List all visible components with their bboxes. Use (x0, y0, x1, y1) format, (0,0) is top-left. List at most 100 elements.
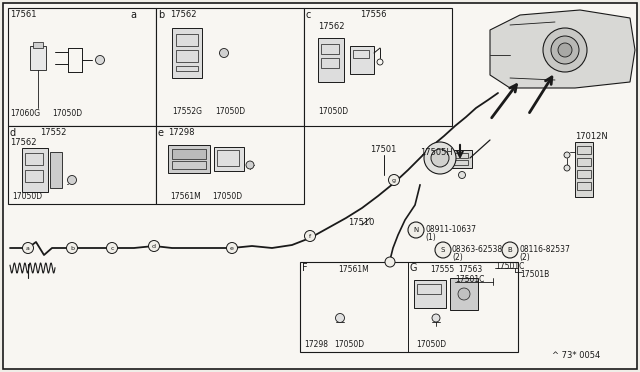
Text: d: d (152, 244, 156, 248)
Bar (304, 8, 452, 126)
Polygon shape (202, 25, 214, 81)
Bar (417, 284, 441, 294)
Text: c: c (306, 10, 312, 20)
Text: B: B (508, 247, 513, 253)
Text: 17501C: 17501C (455, 275, 484, 284)
Bar (30, 46, 46, 70)
Circle shape (558, 43, 572, 57)
Text: (1): (1) (425, 233, 436, 242)
Text: b: b (70, 246, 74, 250)
Circle shape (22, 243, 33, 253)
Text: 17555: 17555 (430, 265, 454, 274)
Text: 17561M: 17561M (170, 192, 201, 201)
Bar (172, 161, 206, 169)
Circle shape (564, 165, 570, 171)
Bar (454, 160, 468, 165)
Text: 17562: 17562 (318, 22, 344, 31)
Circle shape (388, 174, 399, 186)
Bar (214, 147, 244, 171)
Text: (2): (2) (452, 253, 463, 262)
Text: e: e (158, 128, 164, 138)
Polygon shape (490, 10, 635, 88)
Bar (8, 126, 156, 204)
Circle shape (424, 142, 456, 174)
Circle shape (435, 242, 451, 258)
Circle shape (551, 36, 579, 64)
Bar (318, 38, 344, 82)
Text: 17552G: 17552G (172, 107, 202, 116)
Text: 08116-82537: 08116-82537 (519, 245, 570, 254)
Text: 17552: 17552 (40, 128, 67, 137)
Bar (575, 142, 593, 197)
Bar (300, 262, 518, 352)
Bar (321, 58, 339, 68)
Text: g: g (392, 177, 396, 183)
Text: 17561M: 17561M (338, 265, 369, 274)
Circle shape (502, 242, 518, 258)
Circle shape (95, 55, 104, 64)
Circle shape (564, 152, 570, 158)
Bar (33, 42, 43, 48)
Bar (321, 44, 339, 54)
Text: a: a (26, 246, 30, 250)
Bar (577, 182, 591, 190)
Text: d: d (10, 128, 16, 138)
Bar (577, 158, 591, 166)
Text: e: e (230, 246, 234, 250)
Text: 08363-62538: 08363-62538 (452, 245, 503, 254)
Circle shape (305, 231, 316, 241)
Bar (217, 150, 239, 166)
Polygon shape (324, 285, 351, 308)
Bar (414, 280, 446, 308)
Bar (353, 50, 369, 58)
Text: 17012N: 17012N (575, 132, 608, 141)
Circle shape (408, 222, 424, 238)
Text: 17050D: 17050D (334, 340, 364, 349)
Text: 17298: 17298 (168, 128, 195, 137)
Text: 17561: 17561 (10, 10, 36, 19)
Text: 17510: 17510 (348, 218, 374, 227)
Text: 17556: 17556 (360, 10, 387, 19)
Circle shape (148, 241, 159, 251)
Bar (172, 149, 206, 159)
Circle shape (458, 171, 465, 179)
Text: S: S (441, 247, 445, 253)
Circle shape (106, 243, 118, 253)
Text: ^ 73* 0054: ^ 73* 0054 (552, 351, 600, 360)
Circle shape (227, 243, 237, 253)
Bar (577, 170, 591, 178)
Text: 17050D: 17050D (52, 109, 82, 118)
Circle shape (385, 257, 395, 267)
Text: c: c (110, 246, 114, 250)
Bar (176, 66, 198, 71)
Ellipse shape (457, 282, 471, 306)
Text: (2): (2) (519, 253, 530, 262)
Bar (8, 8, 156, 126)
Bar (50, 152, 62, 188)
Ellipse shape (30, 43, 46, 49)
Bar (176, 34, 198, 46)
Text: b: b (158, 10, 164, 20)
Text: 17501: 17501 (370, 145, 396, 154)
Polygon shape (320, 282, 355, 310)
Bar (577, 146, 591, 154)
Bar (450, 150, 472, 168)
Text: f: f (309, 234, 311, 238)
Text: 08911-10637: 08911-10637 (425, 225, 476, 234)
Text: 17562: 17562 (170, 10, 196, 19)
Circle shape (67, 176, 77, 185)
Bar (156, 8, 304, 126)
Text: N: N (413, 227, 419, 233)
Ellipse shape (30, 67, 46, 73)
Bar (25, 170, 43, 182)
Bar (168, 145, 210, 173)
Circle shape (543, 28, 587, 72)
Text: G: G (410, 263, 417, 273)
Circle shape (67, 243, 77, 253)
Text: 17563: 17563 (458, 265, 483, 274)
Text: 17050D: 17050D (416, 340, 446, 349)
Text: 17060G: 17060G (10, 109, 40, 118)
Text: 17050D: 17050D (12, 192, 42, 201)
Circle shape (432, 314, 440, 322)
Circle shape (335, 314, 344, 323)
